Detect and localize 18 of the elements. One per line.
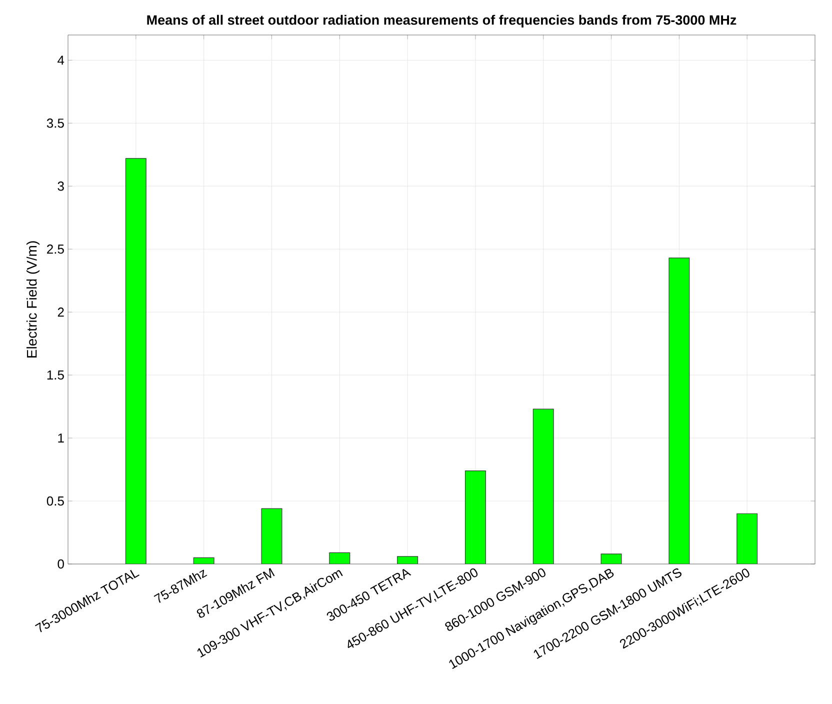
chart-title: Means of all street outdoor radiation measurements of frequencies bands from 75-3000 MHz <box>147 14 736 28</box>
y-tick-label: 3 <box>58 182 64 191</box>
y-tick-label: 4 <box>58 56 64 65</box>
bar <box>125 158 146 564</box>
y-tick-label: 0 <box>58 559 64 569</box>
bar <box>601 554 622 564</box>
bar <box>532 408 554 564</box>
bar <box>464 470 486 564</box>
y-tick-label: 2 <box>58 308 64 317</box>
bar <box>668 258 690 564</box>
y-tick-label: 1.5 <box>47 370 64 380</box>
bar <box>261 508 282 564</box>
bar <box>736 513 758 564</box>
y-tick-label: 3.5 <box>46 118 64 128</box>
y-axis-title: Electric Field (V/m) <box>26 241 40 358</box>
y-tick-label: 0.5 <box>46 496 64 506</box>
y-tick-label: 2.5 <box>47 244 64 254</box>
y-tick-label: 1 <box>58 434 64 443</box>
